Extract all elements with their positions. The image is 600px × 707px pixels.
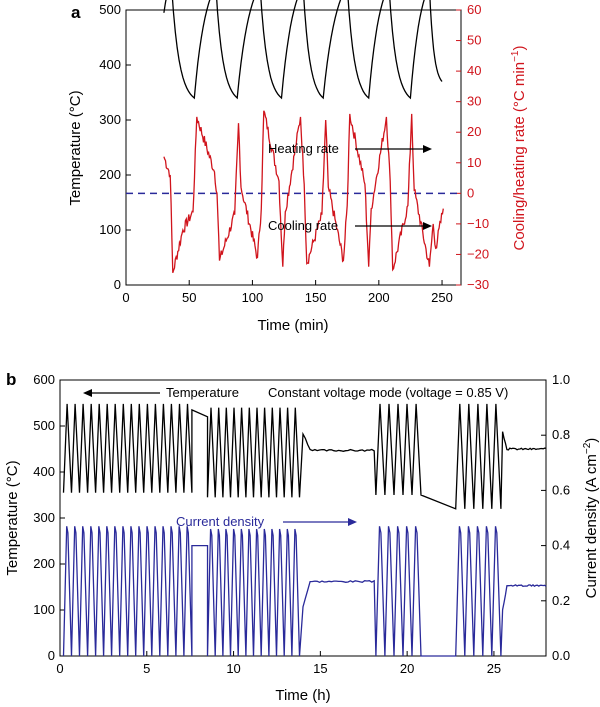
panel-b-label: b bbox=[6, 370, 16, 389]
panel-b-y2-tick-label-4: 0.8 bbox=[552, 427, 570, 442]
panel-b-y2-axis-label: Current density (A cm−2) bbox=[582, 438, 600, 599]
panel-b-y2-tick-label-0: 0.0 bbox=[552, 648, 570, 663]
panel-a-y2-axis-label: Cooling/heating rate (°C min−1) bbox=[510, 46, 528, 251]
panel-a-y-tick-label-4: 400 bbox=[99, 57, 121, 72]
panel-b-y-tick-label-4: 400 bbox=[33, 464, 55, 479]
panel-b-y2-ticks: 0.0 0.2 0.4 0.6 0.8 1.0 bbox=[541, 372, 570, 663]
panel-b-y-tick-label-0: 0 bbox=[48, 648, 55, 663]
panel-a-y2-label-main: Cooling/heating rate (°C min bbox=[511, 62, 528, 251]
panel-b-x-tick-label-5: 25 bbox=[487, 661, 501, 676]
panel-a-x-ticks: 0 50 100 150 200 250 bbox=[122, 280, 453, 305]
panel-a-y2-label-close: ) bbox=[511, 46, 528, 51]
panel-b-y-tick-label-1: 100 bbox=[33, 602, 55, 617]
panel-a-x-tick-label-4: 200 bbox=[368, 290, 390, 305]
panel-a-temperature-series bbox=[163, 0, 443, 100]
panel-b-mode-text: Constant voltage mode (voltage = 0.85 V) bbox=[268, 385, 508, 400]
panel-b-y2-tick-label-1: 0.2 bbox=[552, 593, 570, 608]
panel-a-y2-tick-label-2: −10 bbox=[467, 216, 489, 231]
panel-a-y-tick-label-5: 500 bbox=[99, 2, 121, 17]
panel-a-y2-tick-label-8: 50 bbox=[467, 33, 481, 48]
panel-a-heating-rate-label: Heating rate bbox=[268, 141, 339, 156]
panel-a-y2-tick-label-9: 60 bbox=[467, 2, 481, 17]
panel-a-cooling-rate-label: Cooling rate bbox=[268, 218, 338, 233]
panel-b-y2-tick-label-5: 1.0 bbox=[552, 372, 570, 387]
panel-b-x-tick-label-4: 20 bbox=[400, 661, 414, 676]
panel-b-y-tick-label-3: 300 bbox=[33, 510, 55, 525]
panel-a-y2-tick-label-0: −30 bbox=[467, 277, 489, 292]
panel-a-y2-ticks: −30 −20 −10 0 10 20 30 40 50 60 bbox=[456, 2, 489, 292]
panel-a-x-tick-label-1: 50 bbox=[182, 290, 196, 305]
panel-a-heating-arrowhead bbox=[423, 145, 432, 153]
panel-b-temperature-series bbox=[62, 403, 547, 510]
panel-a-y-tick-label-1: 100 bbox=[99, 222, 121, 237]
panel-b-x-tick-label-3: 15 bbox=[313, 661, 327, 676]
panel-a-cooling-arrowhead bbox=[423, 222, 432, 230]
panel-a-y2-tick-label-3: 0 bbox=[467, 185, 474, 200]
panel-a-x-tick-label-3: 150 bbox=[305, 290, 327, 305]
panel-a-y-tick-label-0: 0 bbox=[114, 277, 121, 292]
panel-a-y2-tick-label-4: 10 bbox=[467, 155, 481, 170]
panel-a-y-ticks: 0 100 200 300 400 500 bbox=[99, 2, 131, 292]
panel-b-y-tick-label-5: 500 bbox=[33, 418, 55, 433]
panel-a-y2-tick-label-5: 20 bbox=[467, 124, 481, 139]
panel-b-y2-label-main: Current density (A cm bbox=[583, 454, 600, 598]
panel-b-x-tick-label-2: 10 bbox=[226, 661, 240, 676]
panel-a-y-tick-label-2: 200 bbox=[99, 167, 121, 182]
panel-b-y-ticks: 0 100 200 300 400 500 600 bbox=[33, 372, 65, 663]
panel-b-x-axis-label: Time (h) bbox=[275, 687, 330, 704]
panel-b-y2-tick-label-2: 0.4 bbox=[552, 538, 570, 553]
panel-a-y2-tick-label-7: 40 bbox=[467, 63, 481, 78]
panel-b-y-tick-label-6: 600 bbox=[33, 372, 55, 387]
panel-b-current-density-arrowhead bbox=[348, 518, 357, 526]
panel-b-y2-tick-label-3: 0.6 bbox=[552, 482, 570, 497]
panel-a-x-tick-label-5: 250 bbox=[431, 290, 453, 305]
panel-a-x-tick-label-0: 0 bbox=[122, 290, 129, 305]
panel-a-y2-label-sup: −1 bbox=[510, 50, 521, 62]
panel-b-temperature-arrowhead bbox=[83, 389, 92, 397]
panel-a-rate-series bbox=[163, 110, 444, 273]
panel-a-y-tick-label-3: 300 bbox=[99, 112, 121, 127]
panel-a-y2-tick-label-1: −20 bbox=[467, 246, 489, 261]
panel-a-x-tick-label-2: 100 bbox=[242, 290, 264, 305]
panel-b-y-tick-label-2: 200 bbox=[33, 556, 55, 571]
panel-b-temperature-label: Temperature bbox=[166, 385, 239, 400]
panel-a-y-axis-label: Temperature (°C) bbox=[67, 90, 84, 205]
panel-b-y2-label-close: ) bbox=[583, 438, 600, 443]
panel-a-label: a bbox=[71, 3, 81, 22]
panel-b-x-ticks: 0 5 10 15 20 25 bbox=[56, 651, 501, 676]
panel-b-y2-label-sup: −2 bbox=[582, 442, 593, 454]
panel-b-y-axis-label: Temperature (°C) bbox=[4, 460, 21, 575]
panel-b-current-density-label: Current density bbox=[176, 514, 265, 529]
panel-b-x-tick-label-0: 0 bbox=[56, 661, 63, 676]
panel-a-x-axis-label: Time (min) bbox=[257, 317, 328, 334]
panel-a-y2-tick-label-6: 30 bbox=[467, 94, 481, 109]
panel-b-x-tick-label-1: 5 bbox=[143, 661, 150, 676]
panel-b-current-density-series bbox=[62, 526, 547, 657]
